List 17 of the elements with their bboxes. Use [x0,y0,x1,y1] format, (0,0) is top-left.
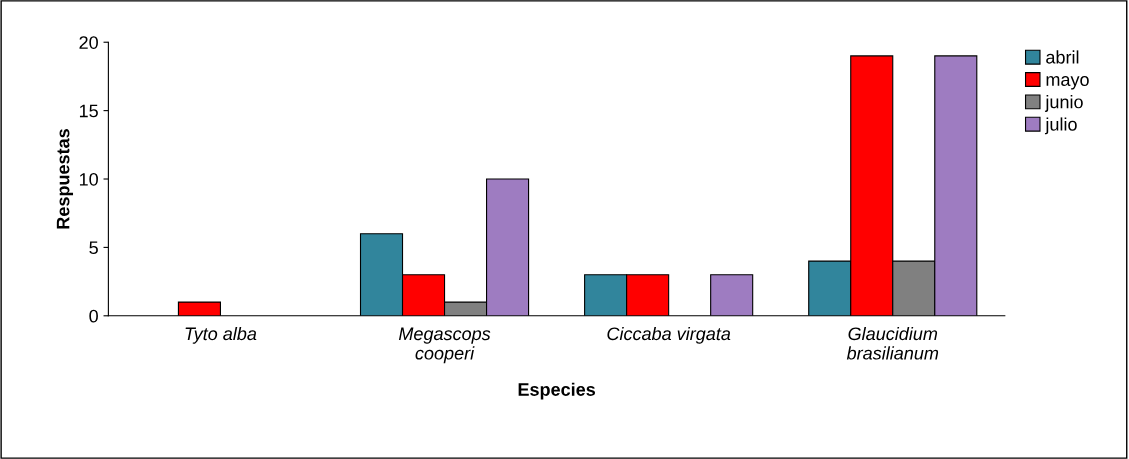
legend-label: julio [1044,117,1077,135]
y-tick-label: 15 [79,104,98,118]
x-tick-label: Glaucidium brasilianum [846,326,939,360]
x-tick-label: Tyto alba [185,326,257,344]
bar [177,301,221,316]
bar [710,274,754,316]
legend-label: mayo [1046,76,1089,90]
y-axis-title: Respuestas [56,129,74,229]
x-tick-label: Megascops cooperi [398,327,491,364]
x-axis-title: Especies [518,382,596,400]
legend-label: abril [1046,50,1079,64]
y-tick-label: 20 [79,36,98,49]
legend-label: junio [1044,95,1083,112]
y-tick-label: 5 [89,241,98,255]
y-tick-label: 10 [79,172,98,186]
x-tick-label: Ciccaba virgata [607,326,731,344]
y-tick-label: 0 [89,309,98,323]
